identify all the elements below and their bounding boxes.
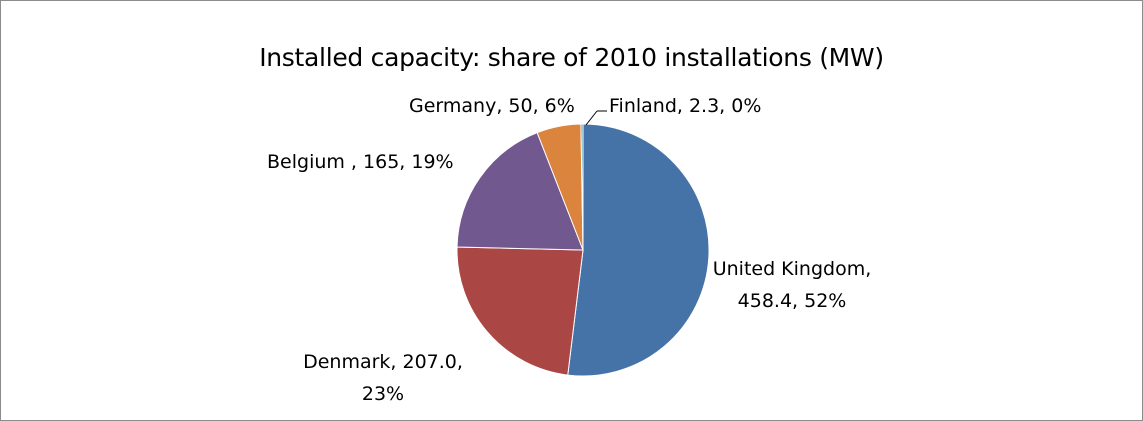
chart-title: Installed capacity: share of 2010 instal… (259, 43, 884, 72)
slice-label-finland: Finland, 2.3, 0% (609, 90, 761, 122)
pie-slice-denmark (456, 246, 584, 376)
pie-slice-united-kingdom (567, 123, 710, 377)
slice-label-line: Finland, 2.3, 0% (609, 95, 762, 117)
finland-leader-line (585, 110, 598, 126)
slice-label-line: Belgium , 165, 19% (267, 151, 454, 173)
slice-label-line: 458.4, 52% (737, 290, 847, 312)
slice-label-belgium: Belgium , 165, 19% (267, 146, 454, 178)
slice-label-line: Germany, 50, 6% (409, 95, 575, 117)
slice-label-line: 23% (361, 383, 405, 405)
pie-slice-finland (580, 123, 584, 251)
pie-slice-belgium (456, 131, 584, 251)
slice-label-united-kingdom: United Kingdom, 458.4, 52% (706, 253, 878, 317)
slice-label-line: United Kingdom, (712, 258, 872, 280)
slice-label-denmark: Denmark, 207.0, 23% (299, 346, 467, 410)
slice-label-germany: Germany, 50, 6% (409, 90, 575, 122)
slice-label-line: Denmark, 207.0, (303, 351, 463, 373)
